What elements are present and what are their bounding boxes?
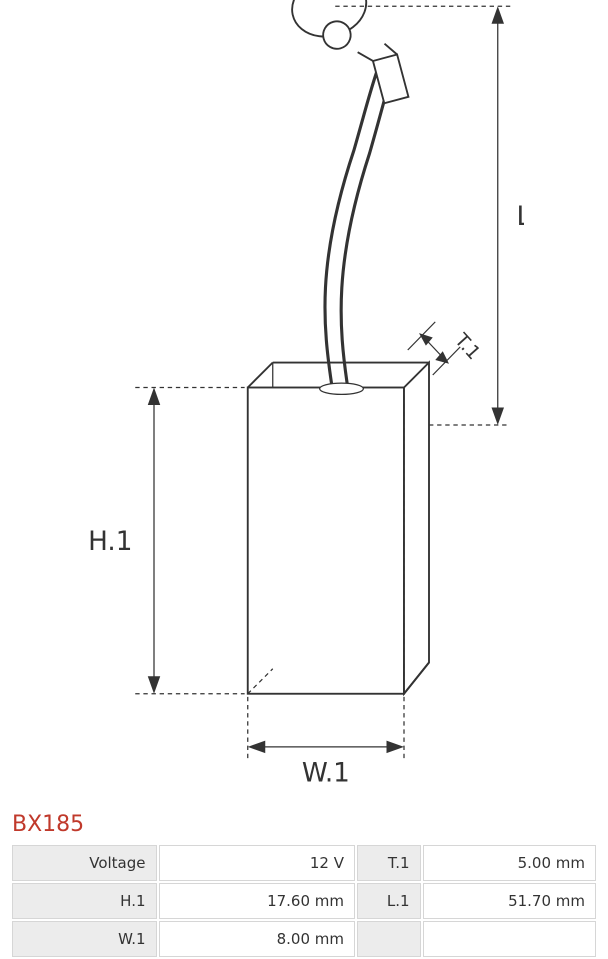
table-row: Voltage 12 V T.1 5.00 mm [12,845,596,881]
spec-label: W.1 [12,921,157,957]
dim-label-w1: W.1 [302,758,350,788]
spec-value: 12 V [159,845,356,881]
spec-label: Voltage [12,845,157,881]
spec-value: 5.00 mm [423,845,596,881]
technical-drawing: L.1 H.1 W.1 T.1 [84,0,524,800]
spec-label [357,921,421,957]
spec-table: Voltage 12 V T.1 5.00 mm H.1 17.60 mm L.… [10,843,598,959]
page: L.1 H.1 W.1 T.1 BX185 Volt [0,0,608,959]
spec-value [423,921,596,957]
spec-value: 17.60 mm [159,883,356,919]
table-row: H.1 17.60 mm L.1 51.70 mm [12,883,596,919]
spec-label: L.1 [357,883,421,919]
table-row: W.1 8.00 mm [12,921,596,957]
dim-label-l1: L.1 [517,202,525,232]
spec-value: 8.00 mm [159,921,356,957]
spec-label: H.1 [12,883,157,919]
spec-value: 51.70 mm [423,883,596,919]
diagram-container: L.1 H.1 W.1 T.1 [10,0,598,800]
dim-label-t1: T.1 [450,329,484,364]
dim-label-h1: H.1 [88,527,132,557]
spec-label: T.1 [357,845,421,881]
product-code: BX185 [10,812,598,843]
